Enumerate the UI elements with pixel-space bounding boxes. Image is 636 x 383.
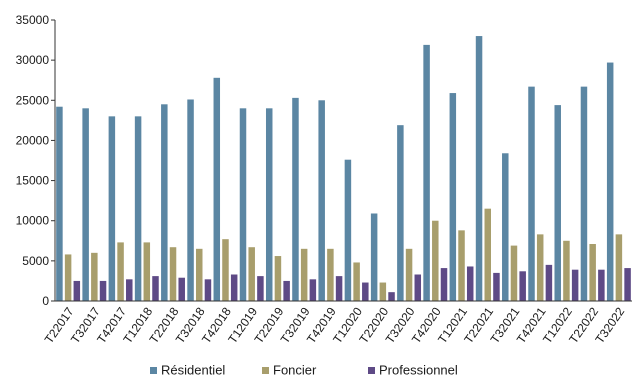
bar-professionnel-t42017 xyxy=(126,279,133,301)
bar-professionnel-t42018 xyxy=(230,274,238,301)
bar-r-sidentiel-t22022 xyxy=(580,86,588,301)
bar-foncier-t12022 xyxy=(563,240,570,301)
bar-foncier-t12019 xyxy=(248,247,255,301)
bar-r-sidentiel-t22020 xyxy=(370,213,378,301)
bar-professionnel-t32017 xyxy=(99,280,107,301)
bar-r-sidentiel-t32019 xyxy=(292,97,299,302)
bar-professionnel-t22021 xyxy=(493,272,500,301)
bar-foncier-t12018 xyxy=(143,242,151,301)
bar-foncier-t32017 xyxy=(91,252,98,301)
y-tick-label: 20000 xyxy=(16,133,50,147)
bar-r-sidentiel-t32017 xyxy=(82,108,89,301)
bar-r-sidentiel-t22019 xyxy=(265,108,273,301)
bar-r-sidentiel-t12019 xyxy=(239,108,247,301)
y-tick-label: 30000 xyxy=(16,53,50,67)
bar-foncier-t42021 xyxy=(536,234,544,301)
y-tick-label: 25000 xyxy=(16,93,50,107)
bar-professionnel-t42020 xyxy=(440,268,448,301)
bar-foncier-t12020 xyxy=(353,262,360,301)
bar-professionnel-t32020 xyxy=(414,274,422,301)
bar-foncier-t32020 xyxy=(405,248,413,301)
bar-r-sidentiel-t22017 xyxy=(56,106,63,301)
bar-professionnel-t32022 xyxy=(624,268,631,301)
bar-professionnel-t22018 xyxy=(178,277,185,301)
bar-r-sidentiel-t32022 xyxy=(606,62,614,302)
bar-professionnel-t22020 xyxy=(388,292,395,301)
bar-r-sidentiel-t12022 xyxy=(554,105,561,301)
legend-swatch xyxy=(368,367,375,374)
bar-foncier-t22020 xyxy=(379,282,387,301)
bar-professionnel-t12022 xyxy=(571,269,579,301)
bar-professionnel-t32021 xyxy=(519,271,526,301)
legend-label: Résidentiel xyxy=(161,363,225,378)
bar-r-sidentiel-t32018 xyxy=(187,99,194,302)
bar-professionnel-t12021 xyxy=(466,266,474,301)
bar-professionnel-t12020 xyxy=(362,282,369,301)
bar-r-sidentiel-t22018 xyxy=(161,104,168,301)
bar-r-sidentiel-t32021 xyxy=(502,153,509,301)
bar-foncier-t42018 xyxy=(222,239,229,301)
bar-foncier-t42020 xyxy=(432,220,439,301)
y-tick-label: 15000 xyxy=(16,174,50,188)
bar-foncier-t22021 xyxy=(484,208,491,301)
bar-r-sidentiel-t32020 xyxy=(397,125,404,301)
bar-foncier-t32018 xyxy=(196,248,203,301)
legend-label: Professionnel xyxy=(379,363,458,378)
bar-foncier-t42017 xyxy=(117,242,124,301)
y-tick-label: 35000 xyxy=(16,13,50,27)
y-tick-label: 10000 xyxy=(16,214,50,228)
legend: Résidentiel Foncier Professionnel xyxy=(150,363,458,378)
legend-label: Foncier xyxy=(273,363,317,378)
bar-professionnel-t42021 xyxy=(545,264,553,301)
bar-professionnel-t22022 xyxy=(598,269,605,301)
bar-r-sidentiel-t42019 xyxy=(318,100,325,302)
bar-r-sidentiel-t42017 xyxy=(108,116,116,301)
bar-r-sidentiel-t22021 xyxy=(475,36,483,302)
bar-r-sidentiel-t12021 xyxy=(449,93,457,301)
bar-foncier-t22018 xyxy=(169,247,177,301)
legend-swatch xyxy=(150,367,157,374)
bar-professionnel-t12019 xyxy=(257,276,264,301)
y-tick-label: 0 xyxy=(42,294,49,308)
bar-professionnel-t32019 xyxy=(309,279,317,301)
bar-r-sidentiel-t42018 xyxy=(213,77,221,301)
bar-r-sidentiel-t42021 xyxy=(528,86,535,301)
bar-r-sidentiel-t12020 xyxy=(344,159,352,301)
bar-professionnel-t12018 xyxy=(152,276,159,301)
bar-professionnel-t32018 xyxy=(204,279,212,301)
bar-foncier-t22019 xyxy=(274,256,282,301)
bar-r-sidentiel-t42020 xyxy=(423,44,430,301)
bar-professionnel-t22017 xyxy=(73,280,81,301)
bars xyxy=(56,36,631,302)
bar-foncier-t32021 xyxy=(510,245,518,301)
bar-foncier-t22022 xyxy=(589,243,596,301)
bar-professionnel-t42019 xyxy=(335,276,343,301)
bar-foncier-t42019 xyxy=(327,248,334,301)
bar-foncier-t32022 xyxy=(615,234,623,301)
bar-foncier-t22017 xyxy=(64,254,72,301)
y-axis-ticks: 0 5000 10000 15000 20000 25000 30000 35000 xyxy=(16,13,55,308)
bar-foncier-t12021 xyxy=(458,230,465,301)
x-axis-ticks: T22017T32017T42017T12018T22018T32018T420… xyxy=(42,304,628,346)
bar-foncier-t32019 xyxy=(300,248,308,301)
legend-swatch xyxy=(262,367,269,374)
bar-professionnel-t22019 xyxy=(283,280,290,301)
y-tick-label: 5000 xyxy=(22,254,49,268)
bar-r-sidentiel-t12018 xyxy=(134,116,142,301)
